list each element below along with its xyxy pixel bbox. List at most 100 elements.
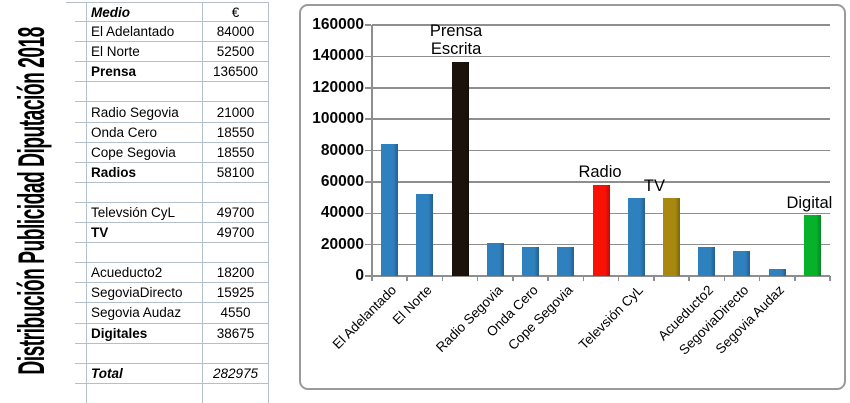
bar-segoviadirecto[interactable] bbox=[733, 251, 751, 276]
table-row: Acueducto2 18200 bbox=[66, 263, 270, 284]
bar-acueducto2[interactable] bbox=[698, 247, 716, 276]
cell-medio[interactable]: Televsión CyL bbox=[86, 202, 203, 224]
y-axis-label: 20000 bbox=[320, 235, 364, 253]
table-row: Prensa 136500 bbox=[66, 62, 270, 83]
cell-value[interactable] bbox=[203, 243, 269, 264]
bar-televsión-cyl[interactable] bbox=[627, 198, 645, 276]
cell-spacer bbox=[66, 22, 86, 43]
x-axis-tick bbox=[723, 276, 726, 281]
annotation-tv[interactable]: TV bbox=[643, 176, 665, 195]
cell-value[interactable]: 58100 bbox=[203, 162, 269, 183]
x-axis-tick bbox=[688, 276, 690, 281]
cell-value[interactable]: 15925 bbox=[203, 283, 269, 304]
bar-radio-segovia[interactable] bbox=[486, 243, 504, 276]
annotation-radio[interactable]: Radio bbox=[578, 163, 622, 182]
cell-medio[interactable]: TV bbox=[86, 223, 203, 244]
cell-medio[interactable]: Segovia Audaz bbox=[86, 303, 203, 324]
cell-value[interactable]: 52500 bbox=[203, 42, 269, 63]
cell-spacer bbox=[66, 363, 86, 384]
annotation-prensa-escrita[interactable]: Prensa Escrita bbox=[429, 21, 483, 59]
bar-segovia-audaz[interactable] bbox=[768, 268, 786, 276]
annotation-digital[interactable]: Digital bbox=[786, 193, 833, 212]
cell-medio[interactable]: Radios bbox=[86, 162, 203, 183]
cell-medio[interactable]: Acueducto2 bbox=[86, 263, 203, 284]
cell-medio[interactable]: Total bbox=[86, 363, 203, 384]
x-axis-tick bbox=[441, 276, 444, 281]
cell-medio[interactable] bbox=[86, 343, 203, 364]
bar-cope-segovia[interactable] bbox=[557, 246, 575, 276]
cell-medio[interactable]: Onda Cero bbox=[86, 122, 203, 143]
y-axis-tick bbox=[365, 275, 371, 277]
chart-panel[interactable]: 0 20000 40000 60000 80000 100000 120000 140000 1… bbox=[299, 4, 846, 390]
cell-value[interactable]: 282975 bbox=[203, 363, 269, 384]
table-header-row: Medio € bbox=[66, 2, 270, 23]
table-row: Radio Segovia 21000 bbox=[66, 102, 270, 123]
cell-value[interactable] bbox=[203, 343, 269, 364]
y-axis-tick bbox=[365, 55, 371, 58]
table-row: El Adelantado 84000 bbox=[66, 22, 270, 43]
gridline bbox=[372, 149, 830, 152]
cell-medio[interactable]: Digitales bbox=[86, 323, 203, 344]
bar-tv[interactable] bbox=[662, 198, 680, 276]
bar-el-adelantado[interactable] bbox=[381, 144, 399, 276]
cell-medio[interactable] bbox=[86, 82, 203, 103]
cell-value[interactable]: 18550 bbox=[203, 142, 269, 163]
cell-value[interactable]: 84000 bbox=[203, 22, 269, 43]
table-row: Cope Segovia 18550 bbox=[66, 142, 270, 163]
cell-spacer bbox=[66, 142, 86, 163]
x-axis-tick bbox=[476, 276, 479, 281]
x-axis-label: El Norte bbox=[389, 282, 435, 328]
cell-value[interactable]: 18200 bbox=[203, 263, 269, 284]
cell-spacer bbox=[66, 202, 86, 224]
table-row: Digitales 38675 bbox=[66, 323, 270, 344]
gridline bbox=[372, 24, 830, 26]
bar-prensa-escrita[interactable] bbox=[451, 61, 469, 276]
cell-spacer bbox=[66, 303, 86, 324]
cell-spacer bbox=[66, 283, 86, 304]
cell-spacer bbox=[66, 343, 86, 364]
cell-value[interactable]: 49700 bbox=[203, 223, 269, 244]
cell-value[interactable]: 49700 bbox=[203, 202, 269, 224]
x-axis-tick bbox=[617, 276, 620, 281]
bar-radio[interactable] bbox=[592, 184, 610, 276]
cell-value[interactable]: 18550 bbox=[203, 122, 269, 143]
cell-value[interactable]: 38675 bbox=[203, 323, 269, 344]
cell-medio[interactable] bbox=[86, 383, 203, 403]
cell-value[interactable] bbox=[203, 383, 269, 403]
cell-value[interactable] bbox=[203, 182, 269, 203]
y-axis-label: 40000 bbox=[320, 204, 364, 222]
bar-onda-cero[interactable] bbox=[522, 246, 540, 276]
cell-medio[interactable]: Prensa bbox=[86, 62, 203, 83]
bar-el-norte[interactable] bbox=[416, 193, 434, 276]
cell-medio[interactable]: Radio Segovia bbox=[86, 102, 203, 123]
cell-value[interactable]: 136500 bbox=[203, 62, 269, 83]
cell-spacer bbox=[66, 323, 86, 344]
table-row bbox=[66, 343, 270, 364]
cell-value[interactable]: 21000 bbox=[203, 102, 269, 123]
x-axis-tick bbox=[406, 276, 408, 281]
x-axis-label: Cope Segovia bbox=[505, 282, 576, 353]
cell-medio[interactable]: El Adelantado bbox=[86, 22, 203, 43]
cell-spacer bbox=[66, 122, 86, 143]
y-axis-tick bbox=[365, 243, 371, 246]
y-axis-label: 80000 bbox=[320, 141, 364, 159]
gridline bbox=[372, 55, 830, 58]
cell-medio[interactable] bbox=[86, 243, 203, 264]
cell-medio[interactable] bbox=[86, 182, 203, 203]
y-axis-tick bbox=[365, 87, 371, 89]
vertical-title: Distribución Publicidad Diputación 2018 bbox=[0, 1, 64, 401]
header-medio[interactable]: Medio bbox=[86, 2, 203, 23]
cell-medio[interactable]: SegoviaDirecto bbox=[86, 283, 203, 304]
table-row: SegoviaDirecto 15925 bbox=[66, 283, 270, 304]
x-axis-tick bbox=[371, 276, 373, 281]
cell-value[interactable] bbox=[203, 82, 269, 103]
cell-medio[interactable]: Cope Segovia bbox=[86, 142, 203, 163]
bar-digital[interactable] bbox=[803, 215, 821, 276]
cell-medio[interactable]: El Norte bbox=[86, 42, 203, 63]
cell-value[interactable]: 4550 bbox=[203, 303, 269, 324]
y-axis-label: 120000 bbox=[312, 78, 364, 96]
cell-spacer bbox=[66, 82, 86, 103]
table-row bbox=[66, 383, 270, 403]
header-euro[interactable]: € bbox=[203, 2, 269, 23]
